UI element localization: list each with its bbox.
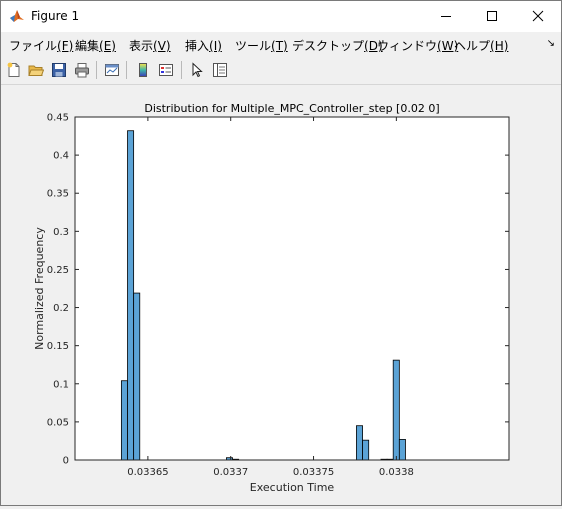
- menu-help-label: ヘルプ: [454, 39, 491, 53]
- x-tick-label: 0.03365: [127, 467, 168, 478]
- x-axis-ticks: 0.03365 0.0337 0.03375 0.0338: [127, 117, 414, 478]
- histogram-bar: [362, 439, 370, 461]
- menu-file-key: (F): [57, 39, 74, 53]
- menu-insert[interactable]: 挿入(I): [185, 37, 222, 54]
- property-inspector-button[interactable]: [210, 60, 230, 80]
- print-figure-button[interactable]: [72, 60, 92, 80]
- menu-desktop-key: (D): [364, 39, 383, 53]
- menu-help[interactable]: ヘルプ(H): [454, 37, 508, 54]
- edit-plot-arrow-icon: [192, 62, 203, 78]
- menu-edit-label: 編集: [75, 39, 100, 53]
- y-tick-label: 0.15: [47, 341, 69, 352]
- title-bar[interactable]: Figure 1: [1, 1, 561, 32]
- figure-toolbar: [1, 56, 561, 85]
- y-tick-label: 0.05: [47, 417, 69, 428]
- menu-view[interactable]: 表示(V): [129, 37, 171, 54]
- close-button[interactable]: [515, 1, 561, 32]
- open-folder-icon: [28, 65, 44, 76]
- menu-desktop-label: デスクトップ: [292, 39, 365, 53]
- insert-colorbar-button[interactable]: [133, 60, 153, 80]
- menu-tools-key: (T): [271, 39, 288, 53]
- insert-colorbar-icon: [139, 63, 147, 77]
- property-inspector-icon: [213, 63, 227, 77]
- minimize-icon: [441, 16, 451, 17]
- new-figure-icon: [7, 62, 20, 77]
- menu-window-key: (W): [437, 39, 459, 53]
- menu-bar: ファイル(F) 編集(E) 表示(V) 挿入(I) ツール(T) デスクトップ(…: [1, 32, 561, 56]
- y-tick-label: 0.45: [47, 113, 69, 124]
- x-axis-label: Execution Time: [250, 481, 335, 494]
- menu-desktop[interactable]: デスクトップ(D): [292, 37, 383, 54]
- x-tick-label: 0.03375: [293, 467, 334, 478]
- save-figure-button[interactable]: [49, 60, 69, 80]
- menu-window[interactable]: ウィンドウ(W): [377, 37, 458, 54]
- y-tick-label: 0.3: [53, 227, 69, 238]
- histogram-bar: [133, 292, 141, 461]
- menu-dock-arrow-icon[interactable]: ↘: [546, 38, 555, 49]
- axes-box: [74, 116, 510, 461]
- matlab-logo-icon: [10, 10, 24, 22]
- menu-file[interactable]: ファイル(F): [9, 37, 73, 54]
- menu-edit-key: (E): [99, 39, 116, 53]
- maximize-button[interactable]: [469, 1, 515, 32]
- histogram-bar: [120, 380, 128, 461]
- toolbar-separator: [181, 61, 182, 79]
- minimize-button[interactable]: [423, 1, 469, 32]
- y-tick-label: 0: [63, 456, 69, 467]
- menu-window-label: ウィンドウ: [377, 39, 438, 53]
- histogram-chart: 0.03365 0.0337 0.03375 0.0338 00.050.10.150…: [33, 102, 510, 494]
- menu-view-label: 表示: [129, 39, 154, 53]
- y-tick-label: 0.4: [53, 151, 69, 162]
- histogram-bar: [127, 130, 135, 461]
- new-figure-button[interactable]: [4, 60, 24, 80]
- histogram-bars: [120, 130, 406, 461]
- menu-tools[interactable]: ツール(T): [235, 37, 288, 54]
- link-plot-icon: [105, 64, 119, 76]
- x-tick-label: 0.0337: [213, 467, 248, 478]
- menu-file-label: ファイル: [9, 39, 58, 53]
- edit-plot-button[interactable]: [187, 60, 207, 80]
- print-icon: [75, 63, 89, 78]
- menu-help-key: (H): [490, 39, 509, 53]
- histogram-bar: [356, 425, 363, 461]
- y-tick-label: 0.2: [53, 303, 69, 314]
- histogram-bar: [392, 359, 400, 461]
- insert-legend-button[interactable]: [156, 60, 176, 80]
- y-axis-ticks: 0 0.05 0.1 0.15 0.2 0.25 0.3 0.35 0.4 0.45: [47, 113, 509, 467]
- y-axis-label: Normalized Frequency: [33, 227, 46, 350]
- chart-title: Distribution for Multiple_MPC_Controller…: [144, 102, 439, 115]
- close-icon: [532, 10, 544, 22]
- link-plot-button[interactable]: [102, 60, 122, 80]
- y-tick-label: 0.1: [53, 379, 69, 390]
- save-icon: [52, 63, 66, 77]
- menu-tools-label: ツール: [235, 39, 272, 53]
- menu-insert-key: (I): [209, 39, 222, 53]
- open-file-button[interactable]: [26, 60, 46, 80]
- y-tick-label: 0.35: [47, 189, 69, 200]
- menu-edit[interactable]: 編集(E): [75, 37, 116, 54]
- axes-background: [75, 117, 509, 460]
- toolbar-separator: [126, 61, 127, 79]
- y-tick-label: 0.25: [47, 265, 69, 276]
- histogram-bar: [398, 439, 406, 461]
- insert-legend-icon: [159, 64, 173, 76]
- x-tick-label: 0.0338: [379, 467, 414, 478]
- maximize-icon: [487, 11, 497, 21]
- toolbar-separator: [96, 61, 97, 79]
- menu-view-key: (V): [153, 39, 171, 53]
- figure-canvas[interactable]: 0.03365 0.0337 0.03375 0.0338 0 0.05 0.1 0.15 0…: [1, 85, 561, 505]
- window-title: Figure 1: [31, 9, 80, 23]
- menu-insert-label: 挿入: [185, 39, 210, 53]
